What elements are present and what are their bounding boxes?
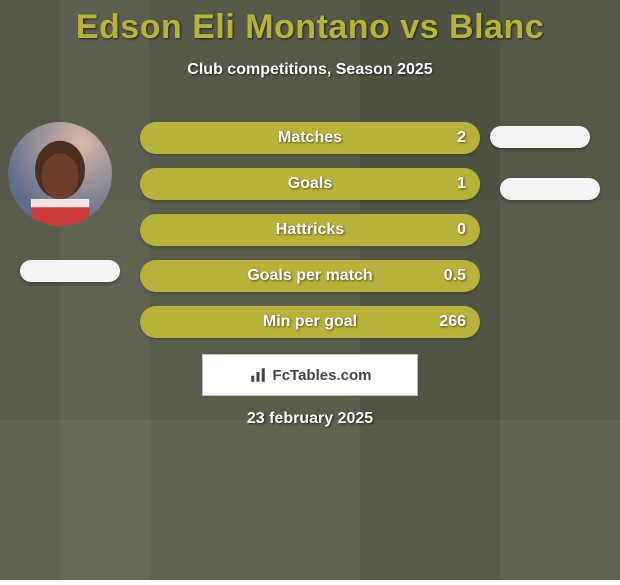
stat-value: 0 <box>457 221 466 239</box>
stat-row-goals-per-match: Goals per match 0.5 <box>140 260 480 292</box>
stat-value: 2 <box>457 129 466 147</box>
stat-label: Goals <box>288 175 332 193</box>
stat-label: Hattricks <box>276 221 344 239</box>
bar-chart-icon <box>249 366 267 384</box>
stat-value: 0.5 <box>444 267 466 285</box>
stat-label: Goals per match <box>247 267 372 285</box>
comparison-title: Edson Eli Montano vs Blanc <box>0 8 620 47</box>
date-text: 23 february 2025 <box>0 410 620 428</box>
player-left-avatar <box>8 122 112 226</box>
comparison-subtitle: Club competitions, Season 2025 <box>0 61 620 79</box>
player-right-badge-pill-1 <box>490 126 590 148</box>
stat-row-hattricks: Hattricks 0 <box>140 214 480 246</box>
stat-row-min-per-goal: Min per goal 266 <box>140 306 480 338</box>
attribution-box[interactable]: FcTables.com <box>202 354 418 396</box>
stat-row-goals: Goals 1 <box>140 168 480 200</box>
stat-row-matches: Matches 2 <box>140 122 480 154</box>
attribution-text: FcTables.com <box>273 367 372 384</box>
stat-label: Min per goal <box>263 313 357 331</box>
stat-value: 1 <box>457 175 466 193</box>
player-right-badge-pill-2 <box>500 178 600 200</box>
stat-label: Matches <box>278 129 342 147</box>
player-left-badge-pill <box>20 260 120 282</box>
stat-value: 266 <box>439 313 466 331</box>
stats-bars: Matches 2 Goals 1 Hattricks 0 Goals per … <box>140 122 480 352</box>
